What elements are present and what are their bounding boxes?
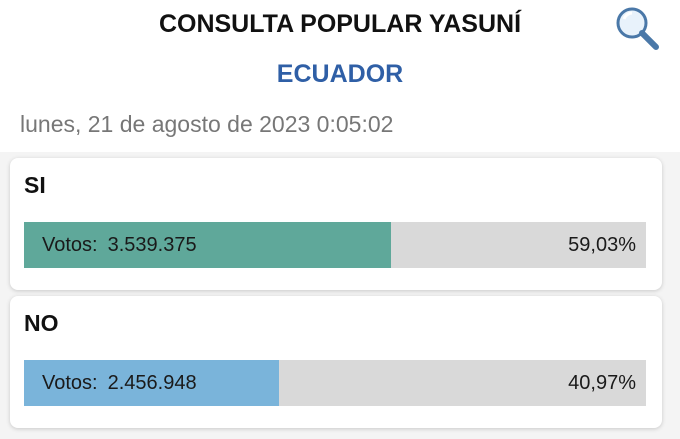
- percent-label: 40,97%: [568, 372, 636, 394]
- votes-label: Votos:: [42, 234, 98, 256]
- option-card: SI Votos: 3.539.375 59,03%: [10, 158, 662, 290]
- percent-label: 59,03%: [568, 234, 636, 256]
- votes-count: 3.539.375: [107, 234, 197, 256]
- votes: Votos: 3.539.375: [42, 222, 197, 268]
- votes-count: 2.456.948: [107, 372, 197, 394]
- bar-track: Votos: 2.456.948 40,97%: [24, 360, 646, 406]
- subtitle: ECUADOR: [276, 60, 404, 88]
- votes: Votos: 2.456.948: [42, 360, 197, 406]
- bar-track: Votos: 3.539.375 59,03%: [24, 222, 646, 268]
- header: CONSULTA POPULAR YASUNÍ ECUADOR lunes, 2…: [0, 0, 680, 152]
- option-card: NO Votos: 2.456.948 40,97%: [10, 296, 662, 428]
- option-label: NO: [24, 310, 59, 336]
- bar: [24, 222, 392, 268]
- bar: [24, 360, 279, 406]
- votes-label: Votos:: [42, 372, 98, 394]
- date: lunes, 21 de agosto de 2023 0:05:02: [20, 111, 394, 137]
- title: CONSULTA POPULAR YASUNÍ: [158, 10, 522, 38]
- search-icon[interactable]: [612, 3, 664, 53]
- option-label: SI: [24, 172, 46, 198]
